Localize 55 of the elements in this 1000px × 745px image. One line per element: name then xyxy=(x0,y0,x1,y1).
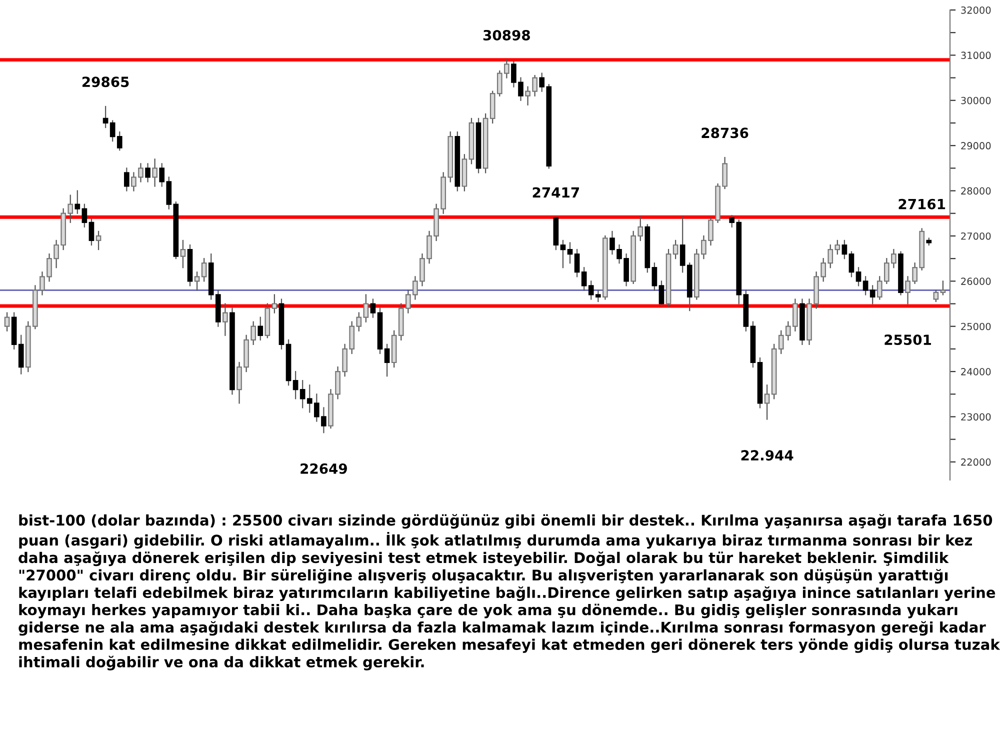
candlestick xyxy=(4,312,10,332)
candlestick xyxy=(88,217,94,246)
candlestick xyxy=(672,240,678,260)
candlestick xyxy=(201,258,207,282)
candlestick xyxy=(18,334,24,374)
candlestick xyxy=(842,240,848,260)
y-tick-label: 30000 xyxy=(961,96,991,104)
candlestick xyxy=(870,285,876,304)
annotation: 28736 xyxy=(702,128,748,138)
candlestick xyxy=(102,106,108,128)
y-tick-label: 28000 xyxy=(961,187,991,195)
candlestick xyxy=(124,168,130,192)
candlestick xyxy=(574,248,580,278)
y-tick-label: 26000 xyxy=(961,278,991,285)
candlestick xyxy=(848,251,854,278)
candlestick xyxy=(272,294,278,314)
y-tick-label: 27000 xyxy=(961,232,991,240)
annotation: 22649 xyxy=(300,463,347,474)
candlestick xyxy=(933,290,939,302)
y-tick-label: 29000 xyxy=(961,142,991,150)
candlestick xyxy=(567,242,573,264)
annotation: 27417 xyxy=(532,187,579,198)
annotation: 22.944 xyxy=(741,450,794,461)
candlestick xyxy=(856,267,862,286)
candlestick xyxy=(363,294,369,322)
candlestick xyxy=(658,280,664,307)
candlestick xyxy=(652,262,658,291)
annotation: 27161 xyxy=(898,198,946,210)
y-tick-label: 25000 xyxy=(961,322,991,330)
candlestick xyxy=(82,204,88,228)
y-tick-label: 22000 xyxy=(961,458,991,466)
candlestick xyxy=(152,158,158,187)
candlestick xyxy=(384,344,390,377)
annotation: 29865 xyxy=(82,76,129,88)
annotation: 25501 xyxy=(884,334,931,346)
y-tick-label: 23000 xyxy=(961,413,991,421)
candlestick xyxy=(862,276,868,296)
candlestick xyxy=(258,316,264,340)
candlestick xyxy=(180,240,186,268)
candlestick xyxy=(940,280,946,296)
candlestick xyxy=(292,370,298,400)
y-tick-label: 31000 xyxy=(961,52,991,60)
candlestick xyxy=(194,272,200,291)
candlestick xyxy=(581,267,587,291)
candlestick xyxy=(74,190,80,214)
y-tick-label: 32000 xyxy=(961,6,991,14)
y-tick-label: 24000 xyxy=(961,368,991,376)
candlestick xyxy=(222,303,228,336)
text: bist-100 (dolar bazında) : 25500 civarı sizinde gördüğünüz gibi önemli bir destek.. Kırılma yaşanırsa aşağı tarafa 1650 puan (asgari) gidebilir. O riski atlamayalım.. İlk şok atlatılmış durumda ama yukarıya biraz tırmanma sonrası bir kez daha aşağıya dönerek erişilen dip seviyesini test etmek isteyebilir. Doğal olarak bu tür hareket beklenir. Şimdilik "27000" civarı direnç oldu. Bir süreliğine alışveriş oluşacaktır. Bu alışverişten yararlanarak son düşüşün yarattığı kayıpları telafi edebilmek biraz yatırımcıların kabiliyetine bağlı..Dirence gelirken satıp aşağıya inince satılanları yerine koymayı herkes yapamıyor tabii ki.. Daha başka çare de yok ama şu dönemde.. Bu gidiş gelişler sonrasında yukarı giderse ne ala ama aşağıdaki destek kırılırsa da fazla kalmamak lazım içinde..Kırılma sonrası formasyon gereği kadar mesafenin kat edilmesine dikkat edilmelidir. Gereken mesafeyi kat etmeden geri dönerek ters yönde gidiş olursa tuzak ihtimali doğabilir ve ona da dikkat etmek gerekir. xyxy=(18,514,1000,670)
candlestick xyxy=(370,298,376,318)
candlestick xyxy=(560,240,566,268)
candlestick xyxy=(764,384,770,420)
candlestick xyxy=(96,230,102,250)
annotation: 30898 xyxy=(483,30,530,40)
candlestick xyxy=(145,163,150,182)
